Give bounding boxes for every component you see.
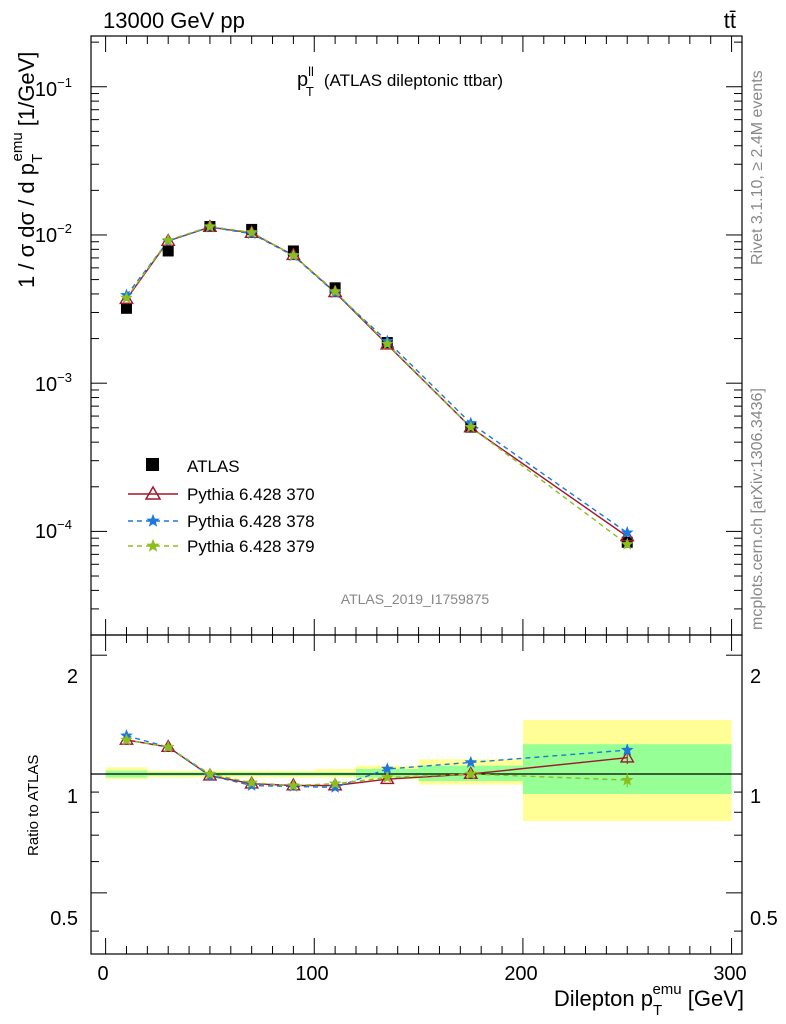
ratio-point-379 (464, 767, 478, 780)
legend-marker-atlas (146, 458, 159, 471)
main-panel: 10−1 10−2 10−3 10−4 1 / σ dσ / d pTemu [… (9, 35, 743, 636)
ratio-ytick-label-2: 2 (67, 666, 78, 688)
xtick-label-300: 300 (713, 963, 746, 985)
ratio-ytick-label-05-right: 0.5 (750, 908, 778, 930)
rivet-version-label: Rivet 3.1.10, ≥ 2.4M events (749, 70, 766, 265)
ratio-frame (90, 634, 743, 955)
legend-marker-370 (144, 485, 162, 500)
legend-marker-379 (146, 538, 160, 552)
point-379 (203, 219, 217, 232)
atlas-point (162, 245, 174, 257)
ratio-point-379 (120, 733, 133, 746)
ratio-ytick-label-05: 0.5 (50, 908, 78, 930)
ratio-point-370 (379, 771, 395, 785)
legend-marker-378 (146, 513, 160, 527)
main-points (119, 219, 635, 550)
ytick-label-4: 10−4 (35, 517, 72, 543)
xtick-label-0: 0 (97, 963, 108, 985)
legend-label-370: Pythia 6.428 370 (187, 485, 315, 504)
atlas-point (120, 302, 132, 314)
legend: ATLAS Pythia 6.428 370 Pythia 6.428 378 … (128, 457, 315, 556)
ratio-y-ticks (91, 654, 742, 932)
point-379 (328, 284, 342, 297)
ytick-label-3: 10−3 (35, 370, 72, 396)
ratio-point-379 (620, 773, 634, 786)
main-y-axis-label: 1 / σ dσ / d pTemu [1/GeV] (9, 52, 46, 288)
main-x-ticks (105, 36, 733, 635)
point-379 (381, 337, 394, 350)
ratio-x-ticks (105, 635, 733, 954)
ratio-panel: 2 1 0.5 2 1 0.5 Ratio to ATLAS (25, 634, 778, 955)
legend-label-378: Pythia 6.428 378 (187, 512, 315, 531)
legend-label-379: Pythia 6.428 379 (187, 537, 315, 556)
ratio-point-379 (161, 740, 175, 753)
ratio-bands (105, 720, 732, 822)
plot-title: pll T(ATLAS dileptonic ttbar) (297, 64, 503, 99)
ratio-point-378 (328, 780, 342, 793)
point-379 (287, 248, 300, 261)
x-axis-label: Dilepton pTemu [GeV] (554, 981, 744, 1019)
ratio-ytick-label-1-right: 1 (750, 786, 761, 808)
point-379 (245, 225, 258, 238)
ytick-label-2: 10−2 (35, 221, 72, 247)
xtick-label-200: 200 (504, 963, 537, 985)
ratio-point-378 (464, 755, 478, 768)
main-line-379 (125, 225, 628, 545)
legend-label-atlas: ATLAS (187, 457, 240, 476)
main-y-ticks (91, 41, 742, 636)
point-378 (620, 526, 634, 539)
analysis-id-label: ATLAS_2019_I1759875 (341, 591, 490, 607)
ratio-points (119, 729, 635, 793)
xtick-label-100: 100 (295, 963, 328, 985)
process-label: tt̄ (724, 8, 736, 33)
ratio-line-379 (126, 739, 628, 787)
ratio-ytick-label-2-right: 2 (750, 666, 761, 688)
point-379 (620, 537, 634, 550)
ratio-point-379 (287, 778, 300, 791)
legend-star-378-shape (146, 513, 160, 527)
ratio-point-378 (620, 743, 634, 756)
point-379 (120, 291, 133, 304)
ratio-point-379 (381, 770, 394, 783)
ratio-point-379 (328, 777, 342, 790)
ratio-point-379 (245, 776, 258, 789)
legend-star-379-shape (146, 538, 160, 552)
point-379 (161, 233, 175, 246)
point-379 (464, 420, 478, 433)
ratio-ytick-label-1: 1 (67, 786, 78, 808)
ratio-point-370 (619, 749, 635, 763)
energy-label: 13000 GeV pp (103, 8, 245, 33)
source-label: mcplots.cern.ch [arXiv:1306.3436] (749, 388, 766, 630)
ratio-point-379 (203, 767, 217, 780)
ratio-y-axis-label: Ratio to ATLAS (25, 755, 42, 856)
ytick-label-1: 10−1 (35, 75, 72, 101)
